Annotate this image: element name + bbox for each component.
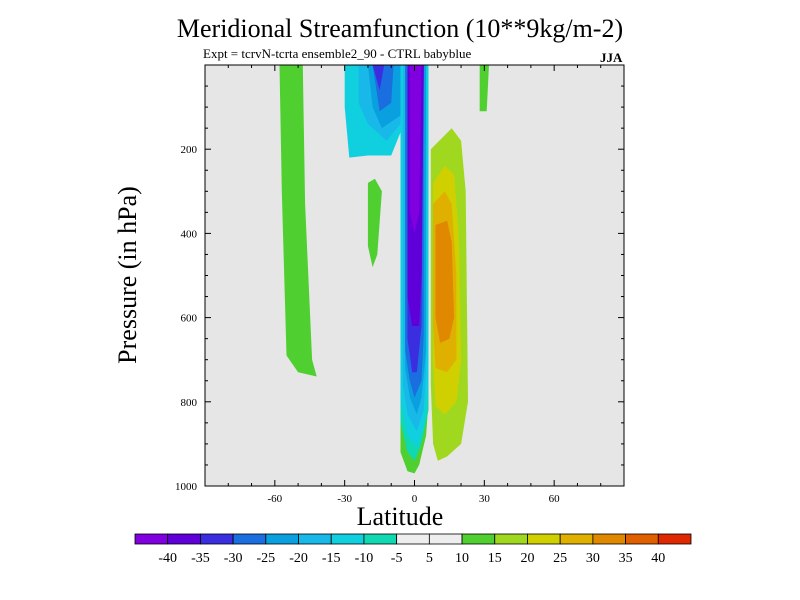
colorbar-label: -20 bbox=[289, 551, 308, 566]
colorbar-box bbox=[527, 533, 561, 545]
colorbar-box bbox=[134, 533, 169, 545]
contour-region-6 bbox=[372, 65, 385, 91]
colorbar-box bbox=[592, 533, 626, 545]
colorbar-box bbox=[265, 533, 299, 545]
colorbar-label: -5 bbox=[391, 551, 403, 566]
colorbar-box bbox=[330, 533, 365, 545]
y-tick-label: 1000 bbox=[175, 481, 198, 493]
contour-region-20 bbox=[435, 220, 455, 343]
contour-region-15 bbox=[409, 65, 422, 234]
colorbar-label: -10 bbox=[355, 551, 374, 566]
x-tick-label: 0 bbox=[412, 493, 418, 505]
colorbar-box bbox=[559, 533, 594, 545]
colorbar-box bbox=[396, 533, 430, 545]
contour-region-16 bbox=[479, 65, 489, 112]
colorbar-box bbox=[461, 533, 496, 545]
colorbar-label: 30 bbox=[586, 551, 600, 566]
colorbar-label: 35 bbox=[619, 551, 633, 566]
x-tick-label: -30 bbox=[337, 493, 352, 505]
y-tick-label: 200 bbox=[181, 144, 198, 156]
colorbar-box bbox=[298, 533, 332, 545]
colorbar-label: 10 bbox=[455, 551, 469, 566]
plot-regions bbox=[205, 65, 624, 486]
colorbar-label: 40 bbox=[651, 551, 665, 566]
y-tick-label: 600 bbox=[181, 313, 198, 325]
colorbar-label: 15 bbox=[488, 551, 502, 566]
colorbar-box bbox=[657, 533, 692, 545]
chart-subtitle: Expt = tcrvN-tcrta ensemble2_90 - CTRL b… bbox=[203, 46, 472, 61]
y-tick-label: 400 bbox=[181, 228, 198, 240]
colorbar-box bbox=[494, 533, 528, 545]
x-axis-label: Latitude bbox=[356, 502, 444, 531]
y-tick-label: 800 bbox=[181, 397, 198, 409]
season-label: JJA bbox=[600, 50, 623, 65]
axis-ticks: -60 -30 0 30 60 200 400 600 800 1000 bbox=[175, 65, 624, 505]
colorbar-box bbox=[200, 533, 234, 545]
colorbar-box bbox=[625, 533, 659, 545]
colorbar-label: 5 bbox=[426, 551, 433, 566]
colorbar-box bbox=[167, 533, 201, 545]
x-tick-label: 60 bbox=[549, 493, 561, 505]
x-tick-label: -60 bbox=[267, 493, 282, 505]
colorbar-label: -30 bbox=[224, 551, 243, 566]
colorbar-label: 25 bbox=[553, 551, 567, 566]
colorbar-box bbox=[363, 533, 398, 545]
colorbar-label: -40 bbox=[158, 551, 177, 566]
contour-region-1 bbox=[367, 178, 382, 268]
colorbar-box bbox=[428, 533, 463, 545]
colorbar-box bbox=[232, 533, 267, 545]
contour-region-0 bbox=[279, 65, 317, 377]
colorbar-label: -35 bbox=[191, 551, 210, 566]
x-tick-label: 30 bbox=[479, 493, 491, 505]
colorbar-label: -15 bbox=[322, 551, 341, 566]
colorbar-label: -25 bbox=[256, 551, 275, 566]
colorbar: -40 -35 -30 -25 -20 -15 -10 -5 5 10 15 20 25 30 35 40 bbox=[134, 533, 692, 566]
chart-title: Meridional Streamfunction (10**9kg/m-2) bbox=[176, 14, 624, 43]
colorbar-label: 20 bbox=[520, 551, 534, 566]
